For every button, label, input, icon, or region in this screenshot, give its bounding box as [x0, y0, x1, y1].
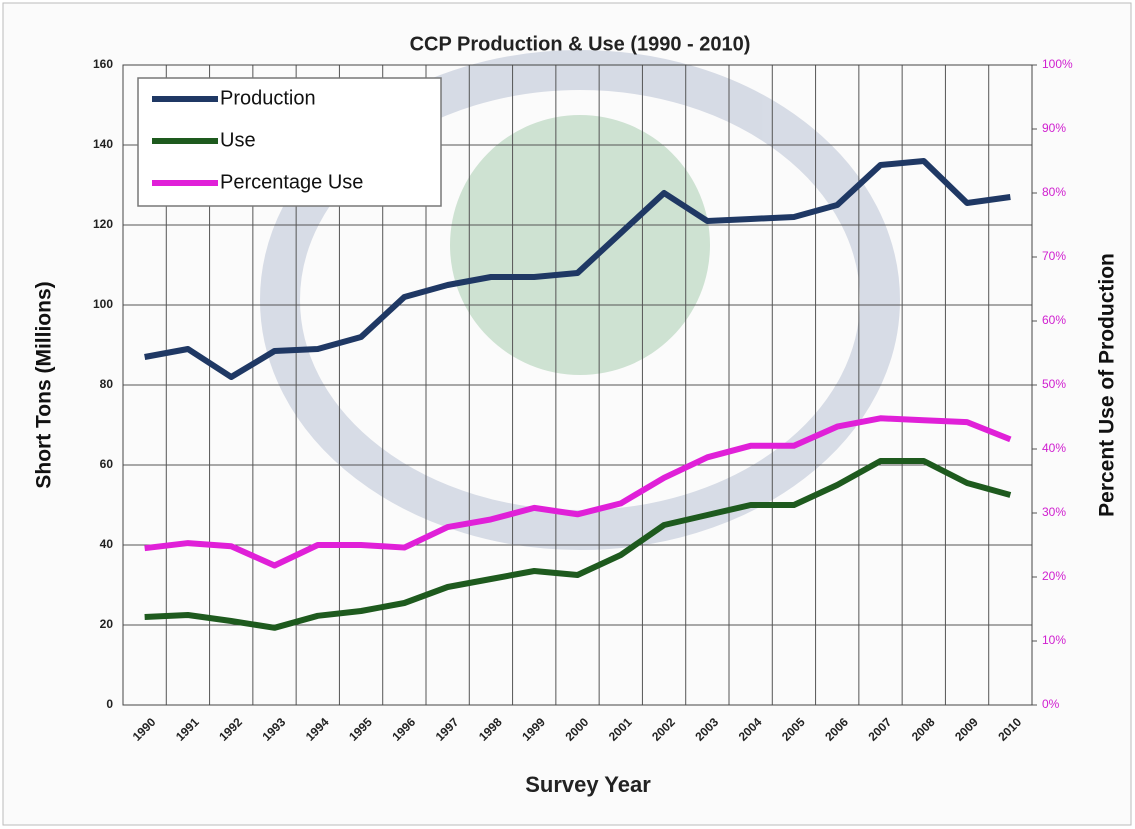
y2-tick-label: 0% — [1042, 697, 1060, 711]
legend-label: Use — [220, 129, 256, 151]
y2-tick-label: 10% — [1042, 633, 1066, 647]
y-tick-label: 160 — [93, 57, 113, 71]
y-tick-label: 40 — [100, 537, 114, 551]
legend-label: Production — [220, 87, 316, 109]
watermark-globe — [450, 115, 710, 375]
chart-title: CCP Production & Use (1990 - 2010) — [410, 33, 751, 55]
y-tick-label: 20 — [100, 617, 114, 631]
y2-tick-label: 40% — [1042, 441, 1066, 455]
y2-tick-label: 70% — [1042, 249, 1066, 263]
y2-tick-label: 90% — [1042, 121, 1066, 135]
y2-axis-title: Percent Use of Production — [1096, 253, 1119, 517]
legend: Production Use Percentage Use — [138, 78, 441, 206]
y-tick-label: 60 — [100, 457, 114, 471]
y2-tick-label: 60% — [1042, 313, 1066, 327]
y2-tick-label: 80% — [1042, 185, 1066, 199]
legend-label: Percentage Use — [220, 171, 363, 193]
y-tick-label: 140 — [93, 137, 113, 151]
y-tick-label: 100 — [93, 297, 113, 311]
y-tick-label: 120 — [93, 217, 113, 231]
y-axis-title: Short Tons (Millions) — [33, 281, 56, 488]
y2-tick-label: 100% — [1042, 57, 1073, 71]
y2-tick-label: 50% — [1042, 377, 1066, 391]
chart: CCP Production & Use (1990 - 2010) Surve… — [0, 0, 1135, 829]
y2-tick-label: 30% — [1042, 505, 1066, 519]
y-tick-label: 0 — [106, 697, 113, 711]
x-axis-title: Survey Year — [525, 772, 651, 797]
y-tick-label: 80 — [100, 377, 114, 391]
page: CCP Production & Use (1990 - 2010) Surve… — [0, 0, 1135, 829]
y2-tick-label: 20% — [1042, 569, 1066, 583]
